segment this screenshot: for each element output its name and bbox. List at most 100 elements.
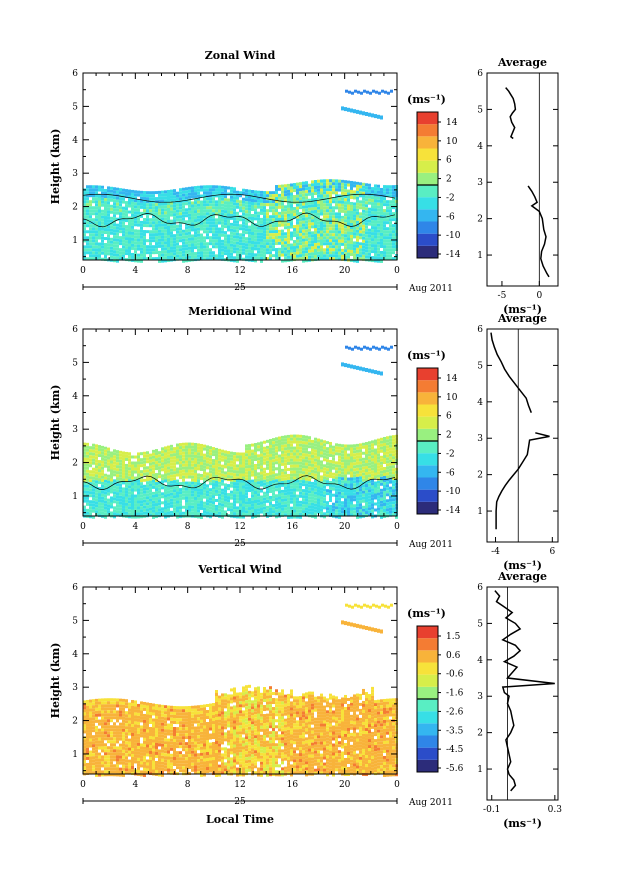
colorbar-unit: (ms⁻¹) [407,93,446,106]
x-tick-label: 20 [339,522,351,532]
contour-line [82,475,396,490]
colorbar-swatch [417,245,438,258]
colorbar-unit: (ms⁻¹) [407,349,446,362]
colorbar-swatch [417,233,438,246]
y-tick-label: 2 [72,459,78,469]
y-tick-label: 3 [72,169,78,179]
colorbar-tick-label: 10 [446,393,458,403]
date-day: 25 [234,283,246,293]
colorbar-swatch [417,160,438,173]
colorbar-swatch [417,735,438,748]
average-title: Average [497,312,547,325]
average-profile-line [495,432,550,530]
colorbar-tick-label: -14 [446,506,461,516]
colorbar-tick-label: 6 [446,412,452,422]
date-day: 25 [234,539,246,549]
average-y-tick-label: 3 [477,178,483,188]
average-y-tick-label: 1 [477,251,483,261]
colorbar-tick-label: -10 [446,487,461,497]
colorbar-swatch [417,148,438,161]
colorbar-tick-label: 2 [446,431,452,441]
x-tick-label: 16 [287,266,299,276]
y-axis-label: Height (km) [49,129,62,205]
colorbar-tick-label: -2.6 [446,707,464,717]
colorbar-tick-label: 6 [446,156,452,166]
x-tick-label: 12 [234,780,245,790]
colorbar-swatch [417,172,438,185]
colorbar-swatch [417,416,438,429]
colorbar-swatch [417,723,438,736]
average-x-tick-label: 0.3 [548,805,563,815]
x-axis-label: Local Time [206,813,274,826]
y-tick-label: 1 [72,750,78,760]
x-tick-label: 0 [394,780,400,790]
average-y-tick-label: 4 [477,656,483,666]
y-tick-label: 4 [72,392,78,402]
y-tick-label: 4 [72,650,78,660]
colorbar-swatch [417,626,438,639]
colorbar-unit: (ms⁻¹) [407,607,446,620]
colorbar-swatch [417,185,438,198]
colorbar-tick-label: 10 [446,137,458,147]
colorbar-tick-label: -14 [446,250,461,260]
average-y-tick-label: 2 [477,729,483,739]
x-tick-label: 0 [80,266,86,276]
date-month: Aug 2011 [408,284,453,294]
average-y-tick-label: 1 [477,507,483,517]
x-tick-label: 4 [132,266,138,276]
average-y-tick-label: 1 [477,765,483,775]
colorbar-swatch [417,221,438,234]
colorbar-swatch [417,136,438,149]
panel-title: Meridional Wind [188,305,292,318]
heatmap-cells [83,179,398,263]
y-tick-label: 6 [72,325,78,335]
colorbar-swatch [417,489,438,502]
colorbar-swatch [417,699,438,712]
average-x-label: (ms⁻¹) [503,559,542,572]
heatmap-cells [83,684,398,777]
x-tick-label: 12 [234,266,245,276]
date-month: Aug 2011 [408,540,453,550]
average-x-tick-label: 0 [536,291,542,301]
x-tick-label: 8 [185,266,191,276]
x-tick-label: 12 [234,522,245,532]
colorbar-tick-label: -0.6 [446,670,464,680]
x-tick-label: 8 [185,780,191,790]
contour-line [82,212,396,228]
average-y-tick-label: 6 [477,325,483,335]
y-tick-label: 1 [72,236,78,246]
average-y-tick-label: 5 [477,105,483,115]
average-title: Average [497,570,547,583]
colorbar-swatch [417,501,438,514]
colorbar-swatch [417,662,438,675]
average-y-tick-label: 3 [477,692,483,702]
date-day: 25 [234,797,246,807]
average-frame [486,328,559,543]
average-y-tick-label: 2 [477,471,483,481]
colorbar-swatch [417,197,438,210]
colorbar-swatch [417,404,438,417]
colorbar-swatch [417,747,438,760]
average-y-tick-label: 6 [477,583,483,593]
average-profile-line [494,590,555,792]
average-frame [486,72,559,287]
x-tick-label: 16 [287,522,299,532]
average-x-tick-label: -4 [491,547,500,557]
colorbar-tick-label: -4.5 [446,745,464,755]
heatmap-upper-cells [341,603,393,634]
date-month: Aug 2011 [408,798,453,808]
y-tick-label: 5 [72,616,78,626]
x-tick-label: 4 [132,522,138,532]
x-tick-label: 4 [132,780,138,790]
colorbar-swatch [417,392,438,405]
y-tick-label: 5 [72,102,78,112]
colorbar-tick-label: -2 [446,193,455,203]
y-tick-label: 5 [72,358,78,368]
panel-title: Vertical Wind [197,563,282,576]
y-tick-label: 3 [72,683,78,693]
x-tick-label: 0 [394,522,400,532]
y-tick-label: 6 [72,583,78,593]
colorbar-swatch [417,380,438,393]
colorbar-swatch [417,650,438,663]
